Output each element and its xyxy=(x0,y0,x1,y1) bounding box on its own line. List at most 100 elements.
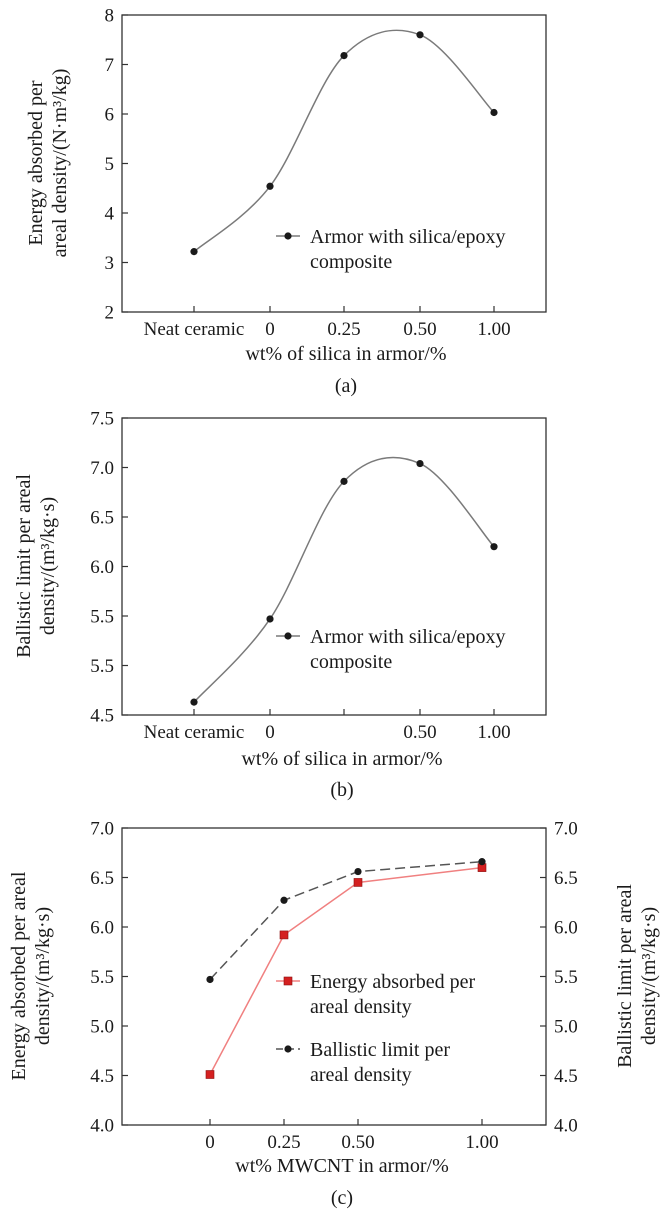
y-axis-ticks-left-c: 4.0 4.5 5.0 5.5 6.0 6.5 7.0 xyxy=(90,819,128,1137)
legend-text-ballistic-line1: Ballistic limit per xyxy=(310,1039,450,1061)
chart-panel-a: 2 3 4 5 6 7 8 Neat ceramic 0 0.25 0.50 1.00 Armor … xyxy=(25,6,547,397)
y-tick-label: 5.5 xyxy=(90,607,114,628)
y-tick-label: 6.5 xyxy=(90,508,114,529)
y-tick-label: 4.5 xyxy=(90,1066,114,1087)
y-tick-label: 4.5 xyxy=(90,706,114,727)
caption-b: (b) xyxy=(330,779,353,801)
series-curves-c xyxy=(209,860,483,1075)
legend-text-b-line2: composite xyxy=(310,651,392,673)
data-point xyxy=(478,858,486,866)
y-tick-label: 7 xyxy=(105,55,115,76)
y-axis-label-a-line2: areal density/(N·m³/kg) xyxy=(49,69,71,258)
series-line xyxy=(193,456,495,703)
legend-c: Energy absorbed per areal density Ballis… xyxy=(276,971,475,1086)
y-axis-ticks-right-c: 4.0 4.5 5.0 5.5 6.0 6.5 7.0 xyxy=(540,819,578,1137)
data-point xyxy=(416,31,424,39)
y-tick-label: 7.5 xyxy=(90,409,114,430)
legend-a: Armor with silica/epoxy composite xyxy=(276,226,506,273)
y-tick-label: 4.0 xyxy=(90,1116,114,1137)
series-curves-a xyxy=(193,29,495,253)
y-tick-label-right: 4.0 xyxy=(554,1116,578,1137)
data-point xyxy=(206,975,214,984)
chart-panel-b: 4.5 5.5 5.5 6.0 6.5 7.0 7.5 Neat ceramic 0 0.50 1… xyxy=(13,409,547,801)
data-point xyxy=(490,108,498,117)
caption-a: (a) xyxy=(335,375,357,397)
y-tick-label-right: 5.5 xyxy=(554,967,578,988)
data-point xyxy=(279,930,289,940)
legend-text-energy-line1: Energy absorbed per xyxy=(310,971,475,993)
y-tick-label-right: 6.5 xyxy=(554,868,578,889)
data-point xyxy=(416,459,424,468)
legend-marker-b xyxy=(284,632,292,640)
y-tick-label-right: 7.0 xyxy=(554,819,578,840)
y-tick-label: 5.0 xyxy=(90,1017,114,1038)
data-point xyxy=(354,867,362,876)
x-tick-label: 0 xyxy=(205,1132,215,1153)
y-axis-label-b-line1: Ballistic limit per areal xyxy=(13,474,35,658)
x-tick-label: 1.00 xyxy=(465,1132,498,1153)
y-axis-label-right-c-line2: density/(m³/kg·s) xyxy=(638,907,660,1045)
x-tick-label: 0.50 xyxy=(403,722,436,743)
legend-marker-energy xyxy=(283,976,293,986)
y-tick-label-right: 6.0 xyxy=(554,918,578,939)
y-tick-label: 6.0 xyxy=(90,557,114,578)
y-tick-label: 3 xyxy=(105,253,115,274)
x-tick-label: 1.00 xyxy=(477,319,510,340)
x-axis-label-c: wt% MWCNT in armor/% xyxy=(235,1155,449,1177)
legend-b: Armor with silica/epoxy composite xyxy=(276,626,506,673)
data-point xyxy=(266,182,274,190)
data-point xyxy=(190,698,198,706)
y-tick-label: 7.0 xyxy=(90,458,114,479)
y-tick-label: 6.5 xyxy=(90,868,114,889)
x-tick-label: 1.00 xyxy=(477,722,510,743)
y-axis-label-b-line2: density/(m³/kg·s) xyxy=(37,497,59,635)
legend-marker-ballistic xyxy=(284,1045,292,1053)
data-point xyxy=(490,543,498,551)
x-tick-label: Neat ceramic xyxy=(144,722,245,743)
x-tick-label: 0 xyxy=(265,319,275,340)
data-point xyxy=(340,477,348,485)
x-tick-label: 0.50 xyxy=(341,1132,374,1153)
legend-text-a-line2: composite xyxy=(310,251,392,273)
y-tick-label: 2 xyxy=(105,303,115,324)
series-points-c xyxy=(205,858,487,1079)
y-axis-label-a-line1: Energy absorbed per xyxy=(25,80,47,245)
y-axis-ticks-a: 2 3 4 5 6 7 8 xyxy=(105,6,128,324)
legend-text-b-line1: Armor with silica/epoxy xyxy=(310,626,506,648)
x-axis-ticks-a: Neat ceramic 0 0.25 0.50 1.00 xyxy=(144,306,511,340)
x-tick-label: 0.50 xyxy=(403,319,436,340)
data-point xyxy=(353,878,363,887)
x-axis-label-a: wt% of silica in armor/% xyxy=(245,343,446,365)
data-point xyxy=(190,248,198,256)
y-tick-label: 7.0 xyxy=(90,819,114,840)
data-point xyxy=(266,615,274,623)
x-axis-ticks-c: 0 0.25 0.50 1.00 xyxy=(205,1119,499,1153)
data-point xyxy=(340,51,348,60)
x-tick-label: 0 xyxy=(265,722,275,743)
y-tick-label: 5.5 xyxy=(90,656,114,677)
legend-marker-a xyxy=(284,232,292,240)
chart-panel-c: 4.0 4.5 5.0 5.5 6.0 6.5 7.0 4.0 4.5 5.0 5.5 6.0 6.5… xyxy=(8,819,660,1210)
x-tick-label: 0.25 xyxy=(267,1132,300,1153)
legend-text-energy-line2: areal density xyxy=(310,996,412,1018)
series-line xyxy=(209,860,483,980)
y-axis-label-right-c-line1: Ballistic limit per areal xyxy=(614,884,636,1068)
y-tick-label: 8 xyxy=(105,6,115,27)
series-curves-b xyxy=(193,456,495,703)
y-tick-label: 5 xyxy=(105,154,115,175)
data-point xyxy=(205,1070,215,1079)
y-axis-label-left-c-line1: Energy absorbed per areal xyxy=(8,871,30,1080)
x-axis-label-b: wt% of silica in armor/% xyxy=(241,748,442,770)
caption-c: (c) xyxy=(331,1187,353,1209)
y-tick-label: 4 xyxy=(105,204,115,225)
y-axis-ticks-b: 4.5 5.5 5.5 6.0 6.5 7.0 7.5 xyxy=(90,409,128,727)
y-tick-label: 6.0 xyxy=(90,918,114,939)
x-axis-ticks-b: Neat ceramic 0 0.50 1.00 xyxy=(144,709,511,743)
y-tick-label-right: 4.5 xyxy=(554,1066,578,1087)
series-points-a xyxy=(190,31,498,256)
y-tick-label: 5.5 xyxy=(90,967,114,988)
legend-text-ballistic-line2: areal density xyxy=(310,1064,412,1086)
x-tick-label: Neat ceramic xyxy=(144,319,245,340)
series-points-b xyxy=(190,459,498,706)
